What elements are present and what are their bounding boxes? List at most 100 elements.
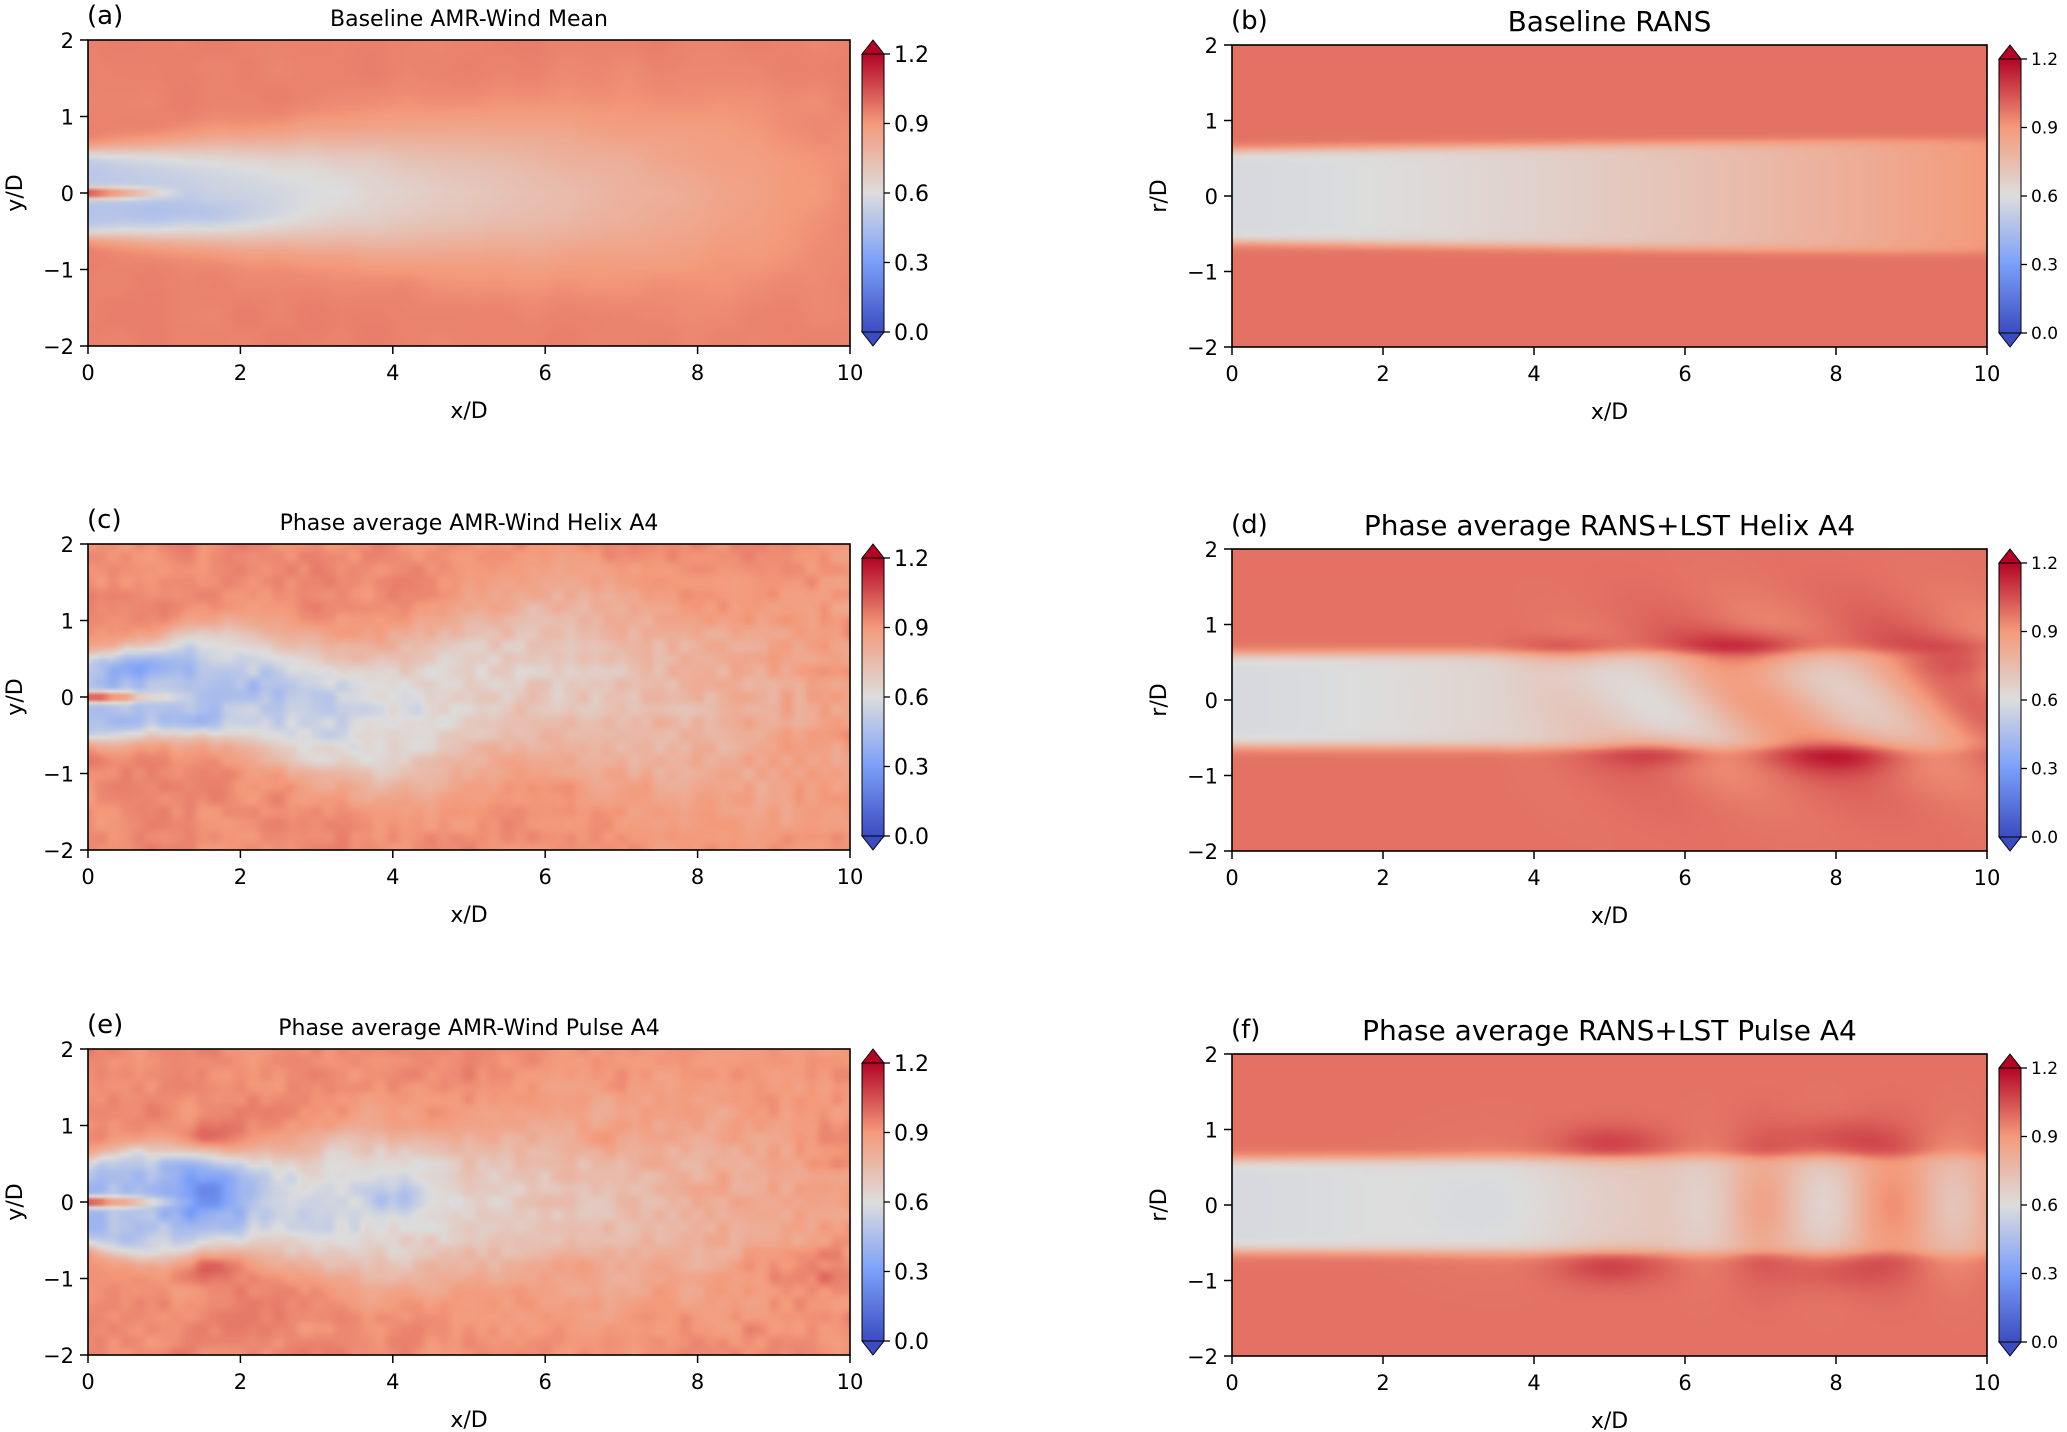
x-axis-label: x/D: [450, 399, 487, 424]
y-tick-label: 1: [61, 106, 74, 130]
x-tick-label: 8: [691, 1370, 704, 1394]
colorbar-tick-label: 0.0: [2031, 1333, 2058, 1353]
colorbar-gradient: [1998, 562, 2022, 838]
y-tick-label: −1: [43, 763, 74, 787]
y-tick-label: −2: [43, 839, 74, 863]
colorbar-tick-label: 0.6: [2031, 1196, 2058, 1216]
y-tick-label: 2: [61, 1038, 74, 1062]
y-axis-label: y/D: [3, 174, 28, 211]
y-tick-label: −2: [43, 1344, 74, 1368]
colorbar-tick-label: 1.2: [2031, 554, 2058, 574]
colorbar: 1.2 0.9 0.6 0.3 0.0: [860, 39, 929, 347]
colorbar-extend-max: [1997, 548, 2023, 564]
x-tick-label: 8: [1829, 866, 1842, 890]
x-tick-label: 2: [1376, 866, 1389, 890]
y-tick-label: −1: [1187, 1270, 1218, 1294]
colorbar-tick-label: 0.9: [2031, 119, 2058, 139]
colorbar-tick-label: 0.6: [894, 686, 929, 711]
x-tick-label: 0: [81, 865, 94, 889]
x-axis-label: x/D: [1591, 400, 1628, 425]
colorbar-tick-label: 0.3: [894, 1261, 929, 1286]
y-tick-label: 0: [61, 1191, 74, 1215]
y-axis-label: r/D: [1147, 179, 1172, 212]
colorbar-tick-label: 0.3: [2031, 760, 2058, 780]
contour-field-4: [1232, 549, 1987, 851]
x-tick-label: 4: [386, 1370, 399, 1394]
y-tick-label: 1: [1205, 1119, 1218, 1143]
y-tick-label: −2: [1187, 336, 1218, 360]
x-tick-label: 6: [539, 361, 552, 385]
colorbar-extend-min: [1997, 332, 2023, 348]
x-tick-label: 10: [1974, 866, 2001, 890]
y-axis-label: r/D: [1147, 1188, 1172, 1221]
x-axis-label: x/D: [450, 1408, 487, 1432]
colorbar-tick-label: 0.0: [2031, 828, 2058, 848]
colorbar-tick-label: 0.6: [894, 182, 929, 207]
x-tick-label: 6: [1678, 866, 1691, 890]
chart-title: Phase average AMR-Wind Helix A4: [280, 511, 659, 536]
colorbar-gradient: [861, 557, 885, 837]
panel-label: (c): [87, 505, 122, 535]
chart-title: Baseline RANS: [1508, 5, 1712, 38]
x-tick-label: 2: [1376, 362, 1389, 386]
contour-field-5: [88, 1049, 850, 1355]
colorbar-gradient: [861, 53, 885, 333]
y-tick-label: 2: [1205, 538, 1218, 562]
contour-field-3: [88, 544, 850, 850]
y-tick-label: 2: [61, 29, 74, 53]
y-tick-label: −1: [1187, 261, 1218, 285]
y-axis-label: y/D: [3, 1183, 28, 1220]
x-axis-label: x/D: [1591, 1409, 1628, 1432]
colorbar-extend-min: [1997, 1341, 2023, 1357]
colorbar-extend-min: [860, 1340, 886, 1356]
colorbar-extend-max: [860, 1048, 886, 1064]
colorbar-tick-label: 0.9: [2031, 623, 2058, 643]
colorbar-tick-label: 0.3: [2031, 256, 2058, 276]
x-tick-label: 8: [1829, 362, 1842, 386]
contour-field-2: [1232, 45, 1987, 347]
x-tick-label: 10: [837, 1370, 864, 1394]
colorbar-extend-min: [860, 331, 886, 347]
panel-label: (f): [1231, 1015, 1260, 1045]
y-tick-label: 2: [61, 533, 74, 557]
panel-label: (e): [87, 1010, 123, 1040]
y-tick-label: 0: [61, 686, 74, 710]
x-tick-label: 0: [81, 361, 94, 385]
y-tick-label: 1: [61, 610, 74, 634]
y-tick-label: 0: [1205, 689, 1218, 713]
colorbar-gradient: [1998, 58, 2022, 334]
y-tick-label: 1: [61, 1115, 74, 1139]
y-tick-label: −1: [43, 1268, 74, 1292]
x-tick-label: 6: [1678, 362, 1691, 386]
x-tick-label: 2: [234, 865, 247, 889]
x-tick-label: 0: [1225, 1371, 1238, 1395]
y-tick-label: 1: [1205, 110, 1218, 134]
x-tick-label: 10: [837, 865, 864, 889]
colorbar-tick-label: 0.0: [894, 321, 929, 346]
colorbar-tick-label: 1.2: [2031, 1059, 2058, 1079]
y-tick-label: −2: [1187, 1345, 1218, 1369]
colorbar-extend-max: [860, 543, 886, 559]
panel-label: (d): [1231, 510, 1268, 540]
x-tick-label: 4: [1527, 362, 1540, 386]
y-tick-label: 0: [61, 182, 74, 206]
x-tick-label: 4: [1527, 866, 1540, 890]
colorbar-extend-max: [860, 39, 886, 55]
y-tick-label: 2: [1205, 34, 1218, 58]
contour-field-6: [1232, 1054, 1987, 1356]
colorbar-tick-label: 0.0: [894, 825, 929, 850]
colorbar-gradient: [861, 1062, 885, 1342]
colorbar-extend-max: [1997, 44, 2023, 60]
x-tick-label: 8: [1829, 1371, 1842, 1395]
colorbar: 1.2 0.9 0.6 0.3 0.0: [860, 1048, 929, 1356]
x-tick-label: 0: [1225, 362, 1238, 386]
x-tick-label: 10: [837, 361, 864, 385]
colorbar-gradient: [1998, 1067, 2022, 1343]
y-tick-label: −2: [1187, 840, 1218, 864]
x-tick-label: 8: [691, 361, 704, 385]
contour-field-1: [88, 40, 850, 346]
x-axis-label: x/D: [450, 903, 487, 928]
colorbar-tick-label: 0.9: [894, 1122, 929, 1147]
